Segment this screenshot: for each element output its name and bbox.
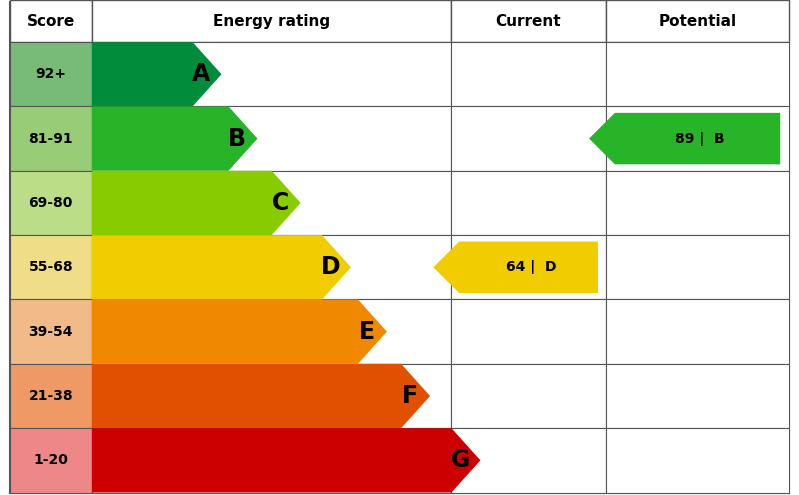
Text: 89 |  B: 89 | B (675, 132, 725, 146)
Polygon shape (92, 428, 480, 493)
Text: 1-20: 1-20 (34, 453, 68, 467)
Polygon shape (92, 364, 430, 428)
Text: 69-80: 69-80 (29, 196, 73, 210)
Text: Potential: Potential (658, 13, 737, 29)
Bar (10, 299, 92, 364)
Bar (451, 364, 606, 428)
Text: F: F (402, 384, 418, 408)
Text: Energy rating: Energy rating (213, 13, 330, 29)
Text: Score: Score (26, 13, 75, 29)
Text: E: E (359, 320, 375, 344)
Bar (10, 0, 92, 42)
Bar (92, 299, 451, 364)
Bar (451, 235, 606, 299)
Bar (10, 171, 92, 235)
Bar (10, 235, 92, 299)
Text: Current: Current (495, 13, 562, 29)
Bar (606, 235, 789, 299)
Text: A: A (192, 62, 210, 86)
Text: 39-54: 39-54 (29, 325, 73, 339)
Polygon shape (433, 242, 598, 293)
Polygon shape (92, 42, 221, 106)
Polygon shape (92, 235, 351, 299)
Text: 55-68: 55-68 (29, 260, 73, 274)
Text: 64 |  D: 64 | D (506, 260, 556, 274)
Text: G: G (451, 448, 470, 472)
Bar (451, 42, 606, 106)
Bar (606, 42, 789, 106)
Bar (10, 364, 92, 428)
Bar (451, 171, 606, 235)
Bar (92, 106, 451, 171)
Bar (92, 364, 451, 428)
Polygon shape (92, 299, 387, 364)
Text: 21-38: 21-38 (29, 389, 73, 403)
Bar (10, 0, 789, 42)
Bar (606, 171, 789, 235)
Bar (451, 106, 606, 171)
Bar (606, 0, 789, 42)
Polygon shape (92, 171, 300, 235)
Bar (92, 235, 451, 299)
Bar (92, 428, 451, 493)
Text: C: C (272, 191, 289, 215)
Bar (10, 428, 92, 493)
Text: 81-91: 81-91 (29, 132, 73, 146)
Bar (92, 0, 451, 42)
Bar (451, 428, 606, 493)
Text: B: B (229, 127, 246, 150)
Polygon shape (92, 106, 257, 171)
Text: D: D (321, 255, 340, 279)
Bar (451, 0, 606, 42)
Bar (92, 171, 451, 235)
Bar (451, 299, 606, 364)
Bar (10, 106, 92, 171)
Text: 92+: 92+ (35, 67, 66, 81)
Bar (606, 299, 789, 364)
Bar (606, 106, 789, 171)
Bar (606, 364, 789, 428)
Bar (606, 428, 789, 493)
Bar (10, 42, 92, 106)
Polygon shape (589, 113, 781, 164)
Bar (92, 42, 451, 106)
